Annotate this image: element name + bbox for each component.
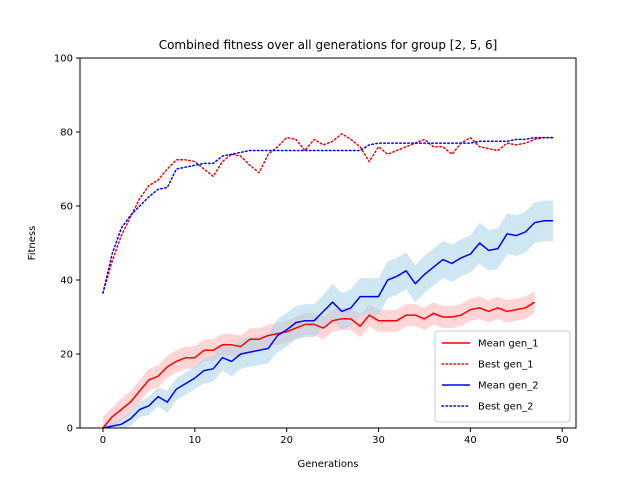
x-tick-label: 10 [188,435,201,446]
mean-gen-2-band [103,200,553,428]
chart-title: Combined fitness over all generations fo… [159,38,498,52]
best-gen-2-line [102,136,554,294]
legend-label-best-gen-1: Best gen_1 [478,360,534,371]
x-tick-label: 40 [464,435,477,446]
legend-label-mean-gen-1: Mean gen_1 [478,339,539,350]
y-tick-label: 0 [67,424,73,435]
y-tick-label: 60 [60,202,73,213]
legend-label-mean-gen-2: Mean gen_2 [478,381,539,392]
x-tick-label: 0 [100,435,106,446]
legend: Mean gen_1 Best gen_1 Mean gen_2 Best gen_2 [434,330,571,423]
x-tick-label: 50 [556,435,569,446]
plot-frame [79,57,577,429]
legend-label-best-gen-2: Best gen_2 [478,402,534,413]
mean-gen-2-line [102,220,553,429]
y-tick-label: 80 [60,128,73,139]
mean-gen-1-band [103,291,535,428]
x-tick-label: 30 [372,435,385,446]
y-tick-label: 40 [60,276,73,287]
x-tick-label: 20 [280,435,293,446]
best-gen-1-line [102,133,554,294]
y-tick-label: 100 [54,54,73,65]
y-tick-label: 20 [60,350,73,361]
x-axis-label: Generations [298,459,359,470]
mean-gen-1-line [102,301,536,429]
legend-box [434,330,571,423]
y-axis-label: Fitness [27,226,38,261]
